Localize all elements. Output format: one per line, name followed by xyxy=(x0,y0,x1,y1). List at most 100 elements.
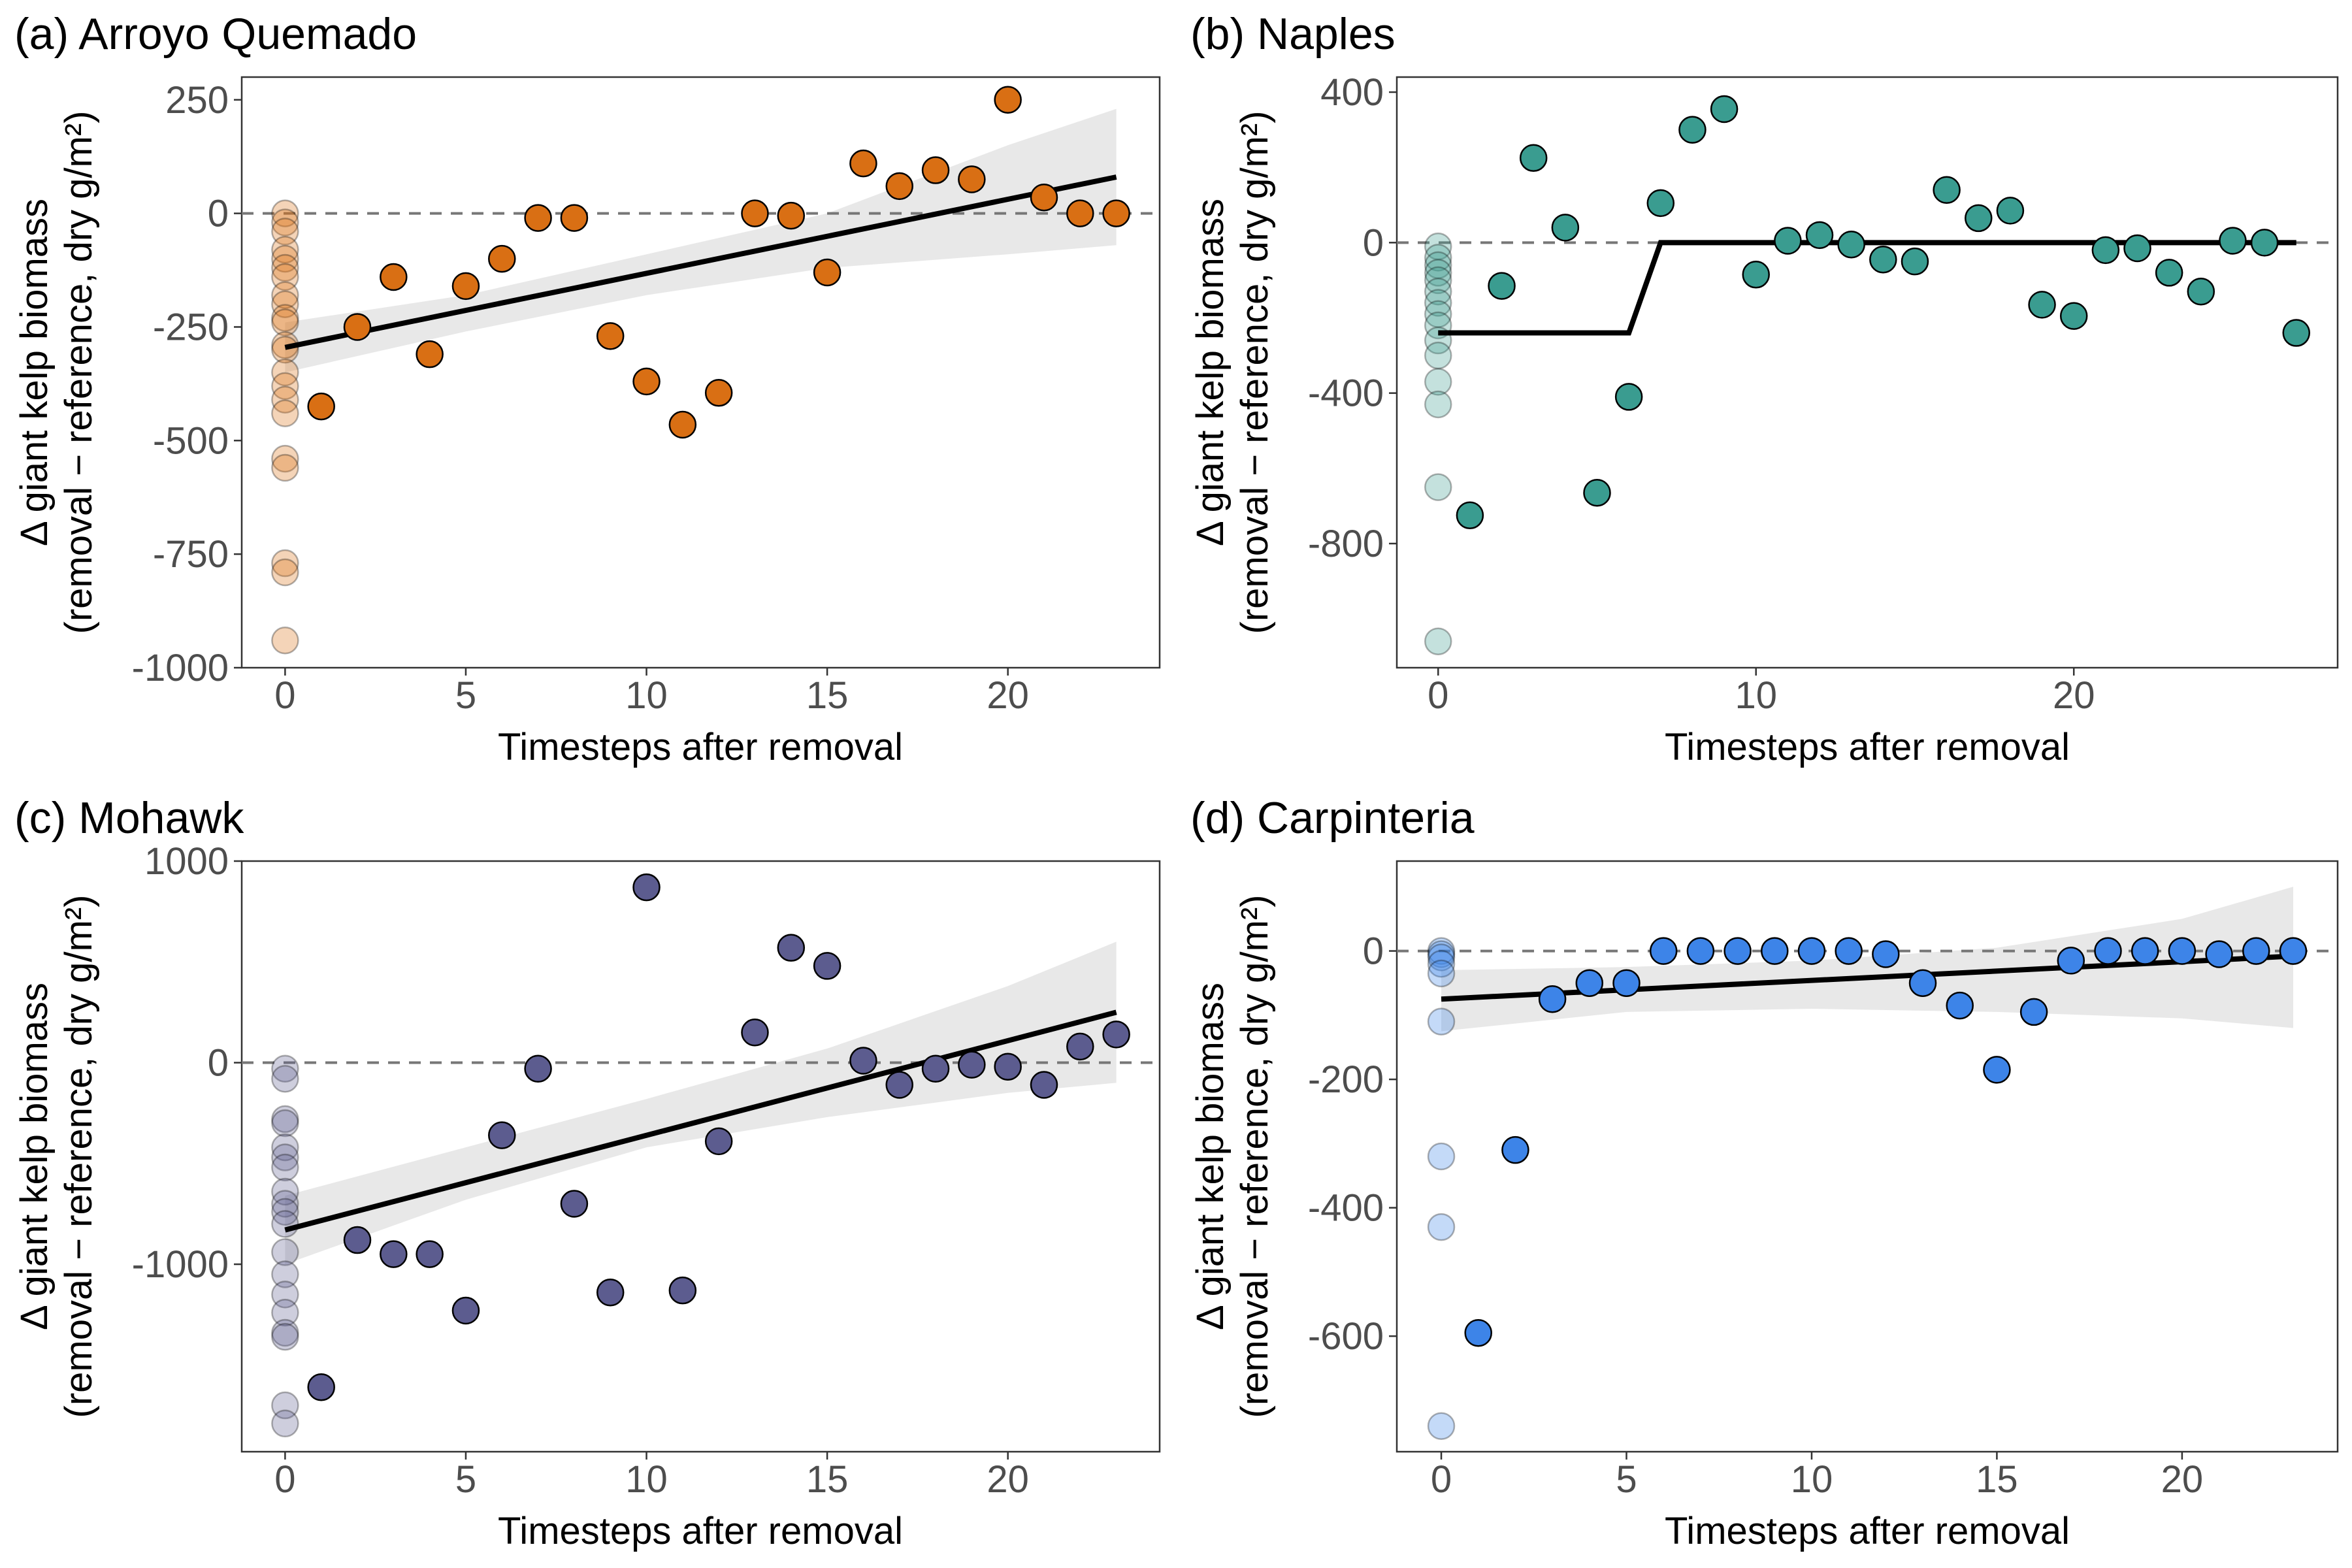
data-point xyxy=(416,1240,444,1268)
data-point xyxy=(451,272,480,301)
fit-line xyxy=(284,1009,1117,1233)
x-tick-label: 10 xyxy=(625,1458,668,1501)
baseline-point xyxy=(1427,1412,1456,1440)
plot-frame xyxy=(1396,860,2339,1453)
baseline-point xyxy=(271,1133,299,1162)
baseline-point xyxy=(271,1260,299,1288)
fit-line xyxy=(284,174,1117,350)
data-point xyxy=(524,1054,552,1083)
data-point xyxy=(307,392,335,421)
data-point xyxy=(1583,479,1611,507)
baseline-point xyxy=(271,444,299,473)
x-tick-label: 5 xyxy=(455,674,476,717)
x-tick-label: 15 xyxy=(806,674,849,717)
baseline-point xyxy=(1427,1142,1456,1171)
y-axis-label-line-1: Δ giant kelp biomass xyxy=(1189,199,1232,546)
x-tick-label: 10 xyxy=(1735,674,1777,717)
data-point xyxy=(813,258,841,287)
data-point xyxy=(1742,261,1770,289)
baseline-point xyxy=(1427,937,1456,965)
baseline-point xyxy=(271,218,299,246)
data-point xyxy=(2057,947,2085,975)
baseline-point xyxy=(271,1064,299,1093)
baseline-point xyxy=(271,304,299,332)
data-point xyxy=(704,379,733,407)
data-point xyxy=(1488,272,1516,300)
data-point xyxy=(343,1226,372,1254)
confidence-band xyxy=(285,941,1117,1265)
data-point xyxy=(380,1240,408,1268)
baseline-point xyxy=(1427,959,1456,988)
data-point xyxy=(994,86,1022,114)
data-point xyxy=(2019,998,2048,1026)
baseline-point xyxy=(271,1153,299,1182)
baseline-point xyxy=(271,199,299,227)
baseline-point xyxy=(271,244,299,273)
data-point xyxy=(668,1276,697,1305)
y-tick-label: -400 xyxy=(1308,1187,1384,1230)
panel-mohawk: (c) Mohawk Timesteps after removal Δ gia… xyxy=(13,793,1161,1552)
data-point xyxy=(380,263,408,291)
baseline-point xyxy=(271,281,299,310)
baseline-point xyxy=(271,1105,299,1134)
data-point xyxy=(560,1190,589,1218)
data-point xyxy=(1678,116,1707,144)
y-tick-label: -250 xyxy=(153,306,229,348)
baseline-point xyxy=(271,1409,299,1438)
baseline-point xyxy=(1424,266,1452,295)
y-tick-label: 0 xyxy=(208,1042,229,1085)
y-tick-label: -1000 xyxy=(132,1243,229,1286)
baseline-point xyxy=(271,1281,299,1309)
data-point xyxy=(1551,214,1580,242)
x-axis-label: Timesteps after removal xyxy=(1665,1510,2070,1552)
baseline-point xyxy=(271,549,299,578)
data-point xyxy=(1066,199,1094,227)
data-point xyxy=(704,1127,733,1156)
y-tick-label: 0 xyxy=(1363,221,1384,264)
baseline-point xyxy=(1424,259,1452,287)
baseline-point xyxy=(271,1238,299,1266)
data-point xyxy=(1686,937,1715,965)
baseline-point xyxy=(271,253,299,282)
baseline-point xyxy=(271,385,299,414)
data-point xyxy=(741,1019,769,1047)
baseline-point xyxy=(1424,390,1452,419)
baseline-point xyxy=(271,1391,299,1420)
y-tick-label: -1000 xyxy=(132,647,229,689)
x-tick-label: 0 xyxy=(1428,674,1448,717)
baseline-point xyxy=(1424,277,1452,306)
y-tick-label: -800 xyxy=(1308,523,1384,565)
y-tick-label: -750 xyxy=(153,533,229,576)
data-point xyxy=(668,410,697,439)
data-point xyxy=(1519,144,1548,172)
x-tick-label: 20 xyxy=(2053,674,2095,717)
baseline-point xyxy=(1427,940,1456,968)
data-point xyxy=(1761,937,1789,965)
panel-naples: (b) Naples Timesteps after removal Δ gia… xyxy=(1189,9,2339,768)
data-point xyxy=(994,1053,1022,1081)
x-tick-label: 5 xyxy=(455,1458,476,1501)
data-point xyxy=(1805,221,1834,250)
baseline-point xyxy=(1427,943,1456,972)
y-axis-label-line-1: Δ giant kelp biomass xyxy=(1189,983,1232,1330)
data-point xyxy=(1030,184,1058,212)
data-point xyxy=(1501,1135,1529,1164)
x-tick-label: 10 xyxy=(1791,1458,1833,1501)
y-axis-label-line-1: Δ giant kelp biomass xyxy=(13,199,56,546)
data-point xyxy=(2059,302,2088,330)
baseline-point xyxy=(1424,232,1452,261)
data-point xyxy=(777,201,806,230)
baseline-point xyxy=(271,399,299,427)
data-point xyxy=(885,172,913,201)
data-point xyxy=(2205,940,2233,968)
data-point xyxy=(596,1279,625,1307)
baseline-point xyxy=(271,358,299,387)
x-tick-label: 0 xyxy=(274,674,295,717)
x-tick-label: 20 xyxy=(987,1458,1029,1501)
data-point xyxy=(307,1373,335,1401)
data-point xyxy=(1797,937,1826,965)
data-point xyxy=(343,313,372,341)
baseline-point xyxy=(1424,251,1452,280)
data-point xyxy=(2250,229,2279,257)
baseline-point xyxy=(271,308,299,336)
